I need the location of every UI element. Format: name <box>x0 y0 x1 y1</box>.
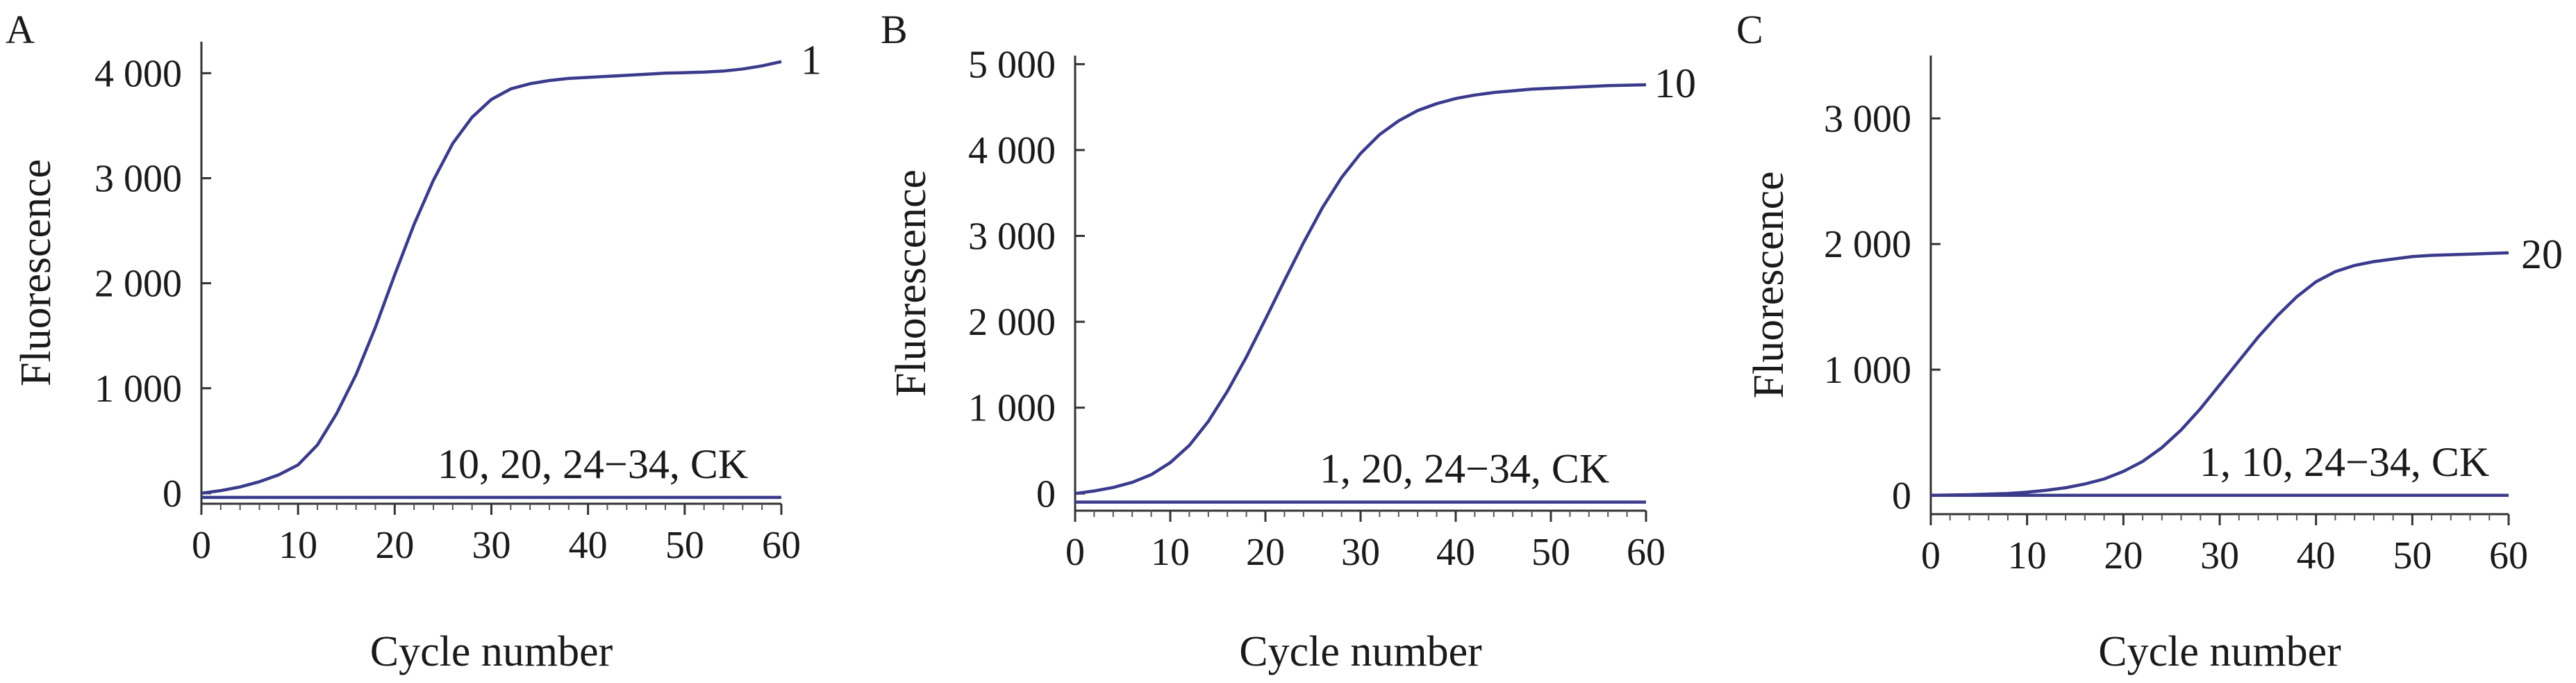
x-tick-label: 20 <box>2104 534 2143 577</box>
x-tick-label: 30 <box>2200 534 2239 577</box>
x-tick-label: 40 <box>1436 531 1475 574</box>
x-tick-label: 40 <box>569 524 608 567</box>
amplification-curve <box>1930 251 2509 497</box>
baseline-label: 10, 20, 24−34, CK <box>438 441 748 487</box>
x-tick-label: 50 <box>665 524 704 567</box>
x-axis-title: Cycle number <box>370 628 613 675</box>
y-axis-title: Fluorescence <box>888 170 935 397</box>
x-tick-label: 50 <box>2393 534 2432 577</box>
chart-panel-a: A 0 10 20 30 40 50 60 0 1 000 2 000 3 000 4 000 Cycle… <box>6 7 822 675</box>
y-tick-label: 0 <box>1036 472 1056 516</box>
x-tick-label: 50 <box>1531 531 1570 574</box>
x-tick-label: 10 <box>2008 534 2047 577</box>
x-tick-label: 60 <box>2489 534 2528 577</box>
curve-label: 1 <box>801 38 822 83</box>
y-axis-title: Fluorescence <box>13 159 60 386</box>
y-tick-label: 4 000 <box>94 52 182 95</box>
x-tick-label: 40 <box>2297 534 2336 577</box>
y-tick-label: 2 000 <box>1824 223 1911 266</box>
amplification-curve <box>1074 83 1647 495</box>
y-tick-label: 4 000 <box>968 129 1056 172</box>
y-axis-title: Fluorescence <box>1745 171 1793 398</box>
x-axis-title: Cycle number <box>1239 628 1482 675</box>
chart-panel-b: B 0 10 20 30 40 50 60 0 1 000 2 000 3 000 4 000 5 000… <box>881 7 1696 675</box>
y-tick-label: 1 000 <box>1824 349 1911 392</box>
y-tick-label: 2 000 <box>968 301 1056 344</box>
curve-label: 10 <box>1654 60 1696 106</box>
amplification-curve <box>201 60 782 495</box>
panel-letter: A <box>6 7 35 52</box>
y-tick-label: 3 000 <box>968 215 1056 258</box>
panel-letter: B <box>881 7 908 52</box>
x-tick-label: 60 <box>1627 531 1665 574</box>
x-tick-label: 0 <box>1921 534 1941 577</box>
x-tick-label: 10 <box>279 524 317 567</box>
x-tick-label: 30 <box>472 524 511 567</box>
x-tick-label: 60 <box>762 524 801 567</box>
y-tick-label: 1 000 <box>968 387 1056 430</box>
y-tick-label: 2 000 <box>94 263 182 306</box>
y-tick-label: 1 000 <box>94 368 182 411</box>
x-tick-label: 0 <box>1065 531 1085 574</box>
baseline-label: 1, 10, 24−34, CK <box>2200 439 2489 485</box>
baseline-label: 1, 20, 24−34, CK <box>1320 446 1609 492</box>
x-tick-label: 20 <box>1246 531 1285 574</box>
y-tick-label: 5 000 <box>968 43 1056 86</box>
panel-letter: C <box>1736 7 1763 52</box>
x-axis-title: Cycle number <box>2098 628 2341 675</box>
y-tick-label: 0 <box>1892 475 1911 518</box>
x-tick-label: 0 <box>192 524 211 567</box>
x-tick-label: 20 <box>375 524 414 567</box>
chart-panel-c: C 0 10 20 30 40 50 60 0 1 000 2 000 3 000 Cycle numb… <box>1736 7 2563 675</box>
curve-label: 20 <box>2521 231 2563 277</box>
y-tick-label: 3 000 <box>94 157 182 200</box>
x-tick-label: 30 <box>1341 531 1380 574</box>
y-tick-label: 0 <box>163 472 182 516</box>
x-tick-label: 10 <box>1151 531 1190 574</box>
y-tick-label: 3 000 <box>1824 97 1911 140</box>
